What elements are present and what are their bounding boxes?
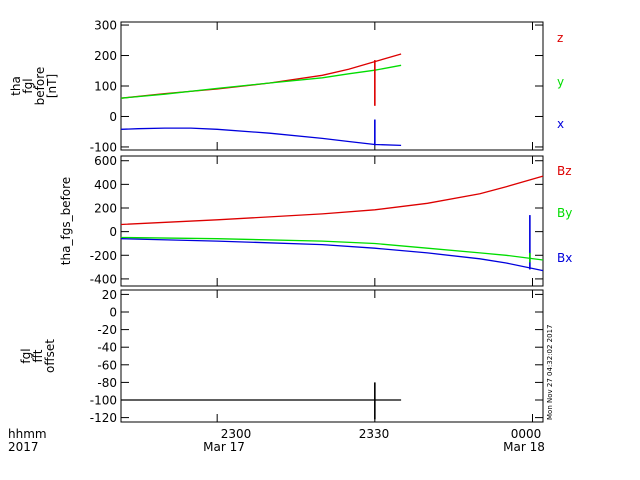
panel-fgs-frame [120,155,544,287]
panel-fgl-ylabel-2: before [33,67,47,106]
panel-fgs-legend-Bz: Bz [557,164,572,178]
panel-offset-ylabel-1: fft [31,349,45,362]
panel-fgs-ytick-label-0: -400 [90,272,117,286]
panel-fgl-series-x [120,127,402,147]
panel-fgs-series-Bz [120,175,544,226]
panel-offset-ytick-label-5: -20 [97,323,117,337]
panel-offset-ylabel-2: offset [43,339,57,373]
panel-offset-ylabel-0: fgl [19,348,33,363]
panel-fgl-series-y [120,64,402,99]
panel-offset-ytick-label-3: -60 [97,358,117,372]
panel-fgs-ytick-label-4: 400 [94,178,117,192]
panel-fgs-ytick-label-3: 200 [94,202,117,216]
panel-fgl-frame [120,21,544,151]
panel-fgs-legend-By: By [557,206,572,220]
panel-offset-ytick-label-6: 0 [109,306,117,320]
panel-offset-ytick-label-2: -80 [97,376,117,390]
panel-fgl-ytick-label-1: 0 [109,110,117,124]
panel-offset-frame [120,289,544,423]
panel-fgs: -400 -200 0 200 400 600 tha_fgs_before Bz By Bx [59,154,572,287]
time-corner-label-hhmm: hhmm [8,427,47,441]
panel-offset-ytick-label-4: -40 [97,341,117,355]
panel-fgs-ylabel-0: tha_fgs_before [59,177,73,265]
panel-fgs-series-Bx [120,238,544,272]
time-corner-label-year: 2017 [8,440,39,454]
panel-fgl-ylabel-1: fgl [21,78,35,93]
time-tick-0000: 0000 [511,427,542,441]
time-axis-labels: 2300 2330 0000 Mar 17 Mar 18 [203,427,545,454]
panel-fgl-ylabel-0: tha [9,76,23,96]
panel-fgs-legend-Bx: Bx [557,251,572,265]
panel-fgl-ytick-label-3: 200 [94,49,117,63]
panel-fgs-series-By [120,236,544,261]
time-tick-2330: 2330 [359,427,390,441]
panel-offset-ytick-label-7: 20 [102,288,117,302]
panel-fgs-ytick-label-2: 0 [109,225,117,239]
creation-timestamp: Mon Nov 27 04:32:02 2017 [546,325,554,420]
panel-fgl-legend-z: z [557,31,563,45]
time-tick-2300: 2300 [221,427,252,441]
panel-fgl-ytick-label-0: -100 [90,140,117,154]
panel-fgs-ytick-label-5: 600 [94,154,117,168]
panel-fgl-legend-x: x [557,117,564,131]
panels: -1000100200300thafglbefore[nT]zyx-400-20… [9,19,572,426]
panel-fgl-ylabel-3: [nT] [45,74,59,98]
panel-offset-ytick-label-1: -100 [90,394,117,408]
panel-fgl-ytick-label-4: 300 [94,19,117,33]
panel-fgl-legend-y: y [557,75,564,89]
panel-fgs-ytick-label-1: -200 [90,249,117,263]
date-label-mar18: Mar 18 [503,440,545,454]
panel-fgl-ytick-label-2: 100 [94,80,117,94]
panel-offset-ytick-label-0: -120 [90,411,117,425]
panel-fgl-series-z [120,53,402,99]
date-label-mar17: Mar 17 [203,440,245,454]
